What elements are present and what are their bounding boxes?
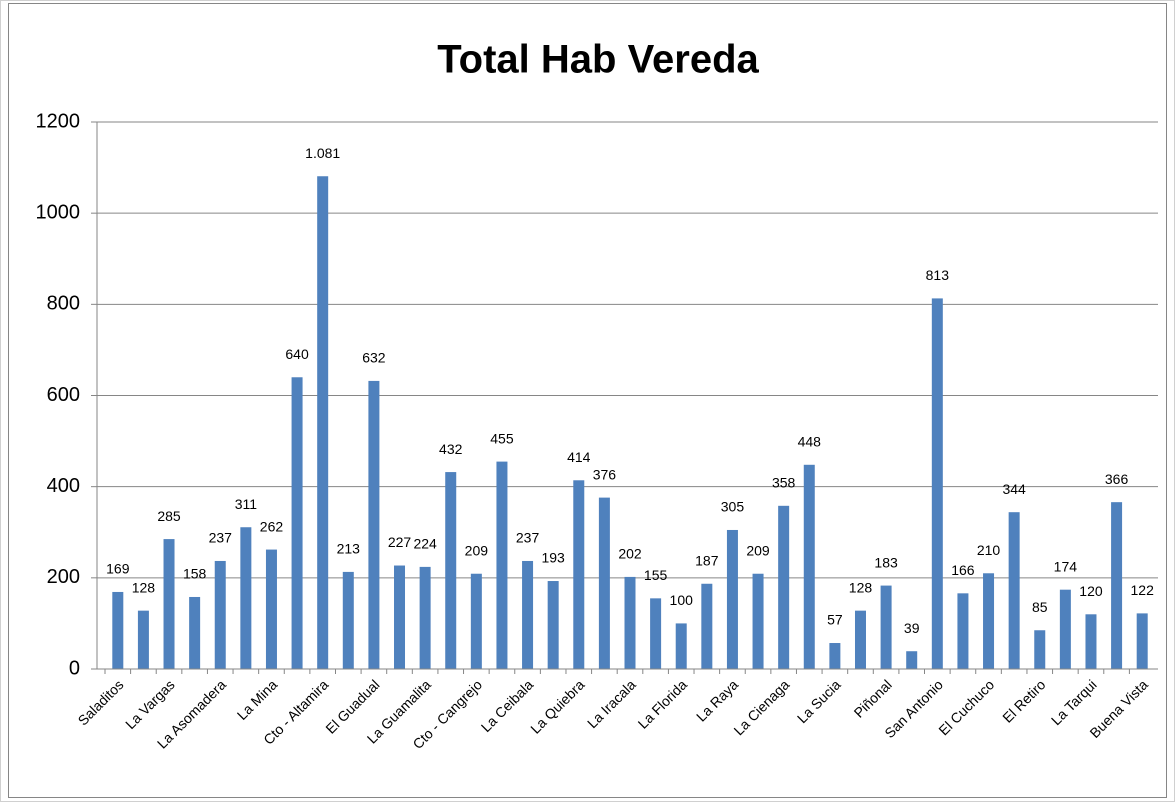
bar xyxy=(445,472,457,669)
data-label: 632 xyxy=(362,350,386,366)
data-label: 166 xyxy=(951,562,975,578)
data-label: 285 xyxy=(157,508,181,524)
data-label: 813 xyxy=(926,267,950,283)
bar xyxy=(470,573,482,669)
bar xyxy=(291,377,303,669)
data-label: 311 xyxy=(235,496,258,512)
data-label: 237 xyxy=(516,530,540,546)
bar xyxy=(752,573,764,669)
bar xyxy=(112,591,124,669)
bar xyxy=(726,529,738,669)
data-label: 122 xyxy=(1131,582,1155,598)
data-label: 224 xyxy=(413,536,437,552)
bar xyxy=(803,464,815,669)
bar xyxy=(1059,589,1071,669)
data-label: 366 xyxy=(1105,471,1129,487)
data-label: 209 xyxy=(465,542,489,558)
y-tick-label: 1000 xyxy=(36,201,81,223)
data-label: 85 xyxy=(1032,599,1048,615)
bar xyxy=(573,480,585,669)
data-label: 640 xyxy=(285,346,309,362)
bar xyxy=(650,598,662,669)
bar xyxy=(496,461,508,669)
bar xyxy=(1034,630,1046,669)
bar xyxy=(1008,512,1020,669)
bar xyxy=(957,593,969,669)
chart-frame xyxy=(8,3,1167,798)
bar xyxy=(931,298,943,669)
bar xyxy=(522,560,534,669)
bar xyxy=(854,610,866,669)
bar xyxy=(778,505,790,669)
bar xyxy=(342,571,354,669)
data-label: 305 xyxy=(721,499,745,515)
bar xyxy=(906,651,918,669)
data-label: 183 xyxy=(874,554,898,570)
bar xyxy=(829,643,841,669)
data-label: 128 xyxy=(132,579,156,595)
bar xyxy=(394,565,406,669)
bar xyxy=(624,576,636,669)
data-label: 213 xyxy=(337,541,361,557)
bar xyxy=(163,539,175,669)
bar xyxy=(983,573,995,669)
data-label: 169 xyxy=(106,561,130,577)
data-label: 187 xyxy=(695,552,719,568)
data-label: 358 xyxy=(772,475,796,491)
data-label: 210 xyxy=(977,542,1001,558)
data-label: 174 xyxy=(1054,558,1078,574)
bar xyxy=(214,560,226,669)
data-label: 262 xyxy=(260,518,284,534)
bar xyxy=(880,585,892,669)
data-label: 376 xyxy=(593,466,617,482)
data-label: 202 xyxy=(618,546,642,562)
data-label: 100 xyxy=(670,592,694,608)
data-label: 448 xyxy=(798,433,822,449)
y-tick-label: 1200 xyxy=(36,110,81,132)
data-label: 209 xyxy=(746,542,770,558)
data-label: 432 xyxy=(439,441,463,457)
bar xyxy=(701,583,713,669)
data-label: 455 xyxy=(490,430,514,446)
data-label: 39 xyxy=(904,620,920,636)
data-label: 227 xyxy=(388,534,412,550)
bar xyxy=(317,176,329,669)
y-tick-label: 0 xyxy=(69,657,80,679)
data-label: 155 xyxy=(644,567,668,583)
bar xyxy=(1136,613,1148,669)
data-label: 158 xyxy=(183,566,207,582)
y-tick-label: 200 xyxy=(47,566,80,588)
y-tick-label: 800 xyxy=(47,293,80,315)
bar xyxy=(419,566,431,669)
data-label: 414 xyxy=(567,449,591,465)
data-label: 120 xyxy=(1079,583,1103,599)
data-label: 128 xyxy=(849,579,873,595)
bar xyxy=(265,549,277,669)
bar xyxy=(189,596,201,669)
data-label: 237 xyxy=(209,530,233,546)
bar xyxy=(137,610,149,669)
y-tick-label: 400 xyxy=(47,475,80,497)
bar xyxy=(240,527,252,669)
chart-title: Total Hab Vereda xyxy=(437,38,759,82)
data-label: 57 xyxy=(827,612,843,628)
bar xyxy=(1085,614,1097,669)
y-tick-label: 600 xyxy=(47,384,80,406)
bar xyxy=(547,581,559,669)
data-label: 344 xyxy=(1002,481,1026,497)
data-label: 1.081 xyxy=(305,145,340,161)
bar xyxy=(1111,502,1123,669)
bar xyxy=(675,623,687,669)
bar xyxy=(598,497,610,669)
data-label: 193 xyxy=(541,550,565,566)
bar xyxy=(368,380,380,669)
